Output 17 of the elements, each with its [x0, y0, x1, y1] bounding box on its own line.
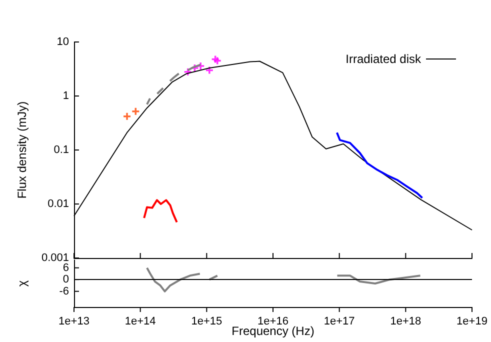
y-tick-label: 0.01: [48, 198, 69, 210]
x-tick-label: 1e+15: [191, 316, 222, 328]
x-tick-label: 1e+17: [324, 316, 355, 328]
x-tick-label: 1e+18: [390, 316, 422, 328]
y-tick-label: -6: [59, 285, 69, 298]
y-tick-label: 0: [62, 274, 69, 286]
y-tick-label: 0.001: [41, 252, 69, 264]
y-tick-label: 6: [62, 262, 69, 274]
y-tick-label: 0.1: [54, 144, 69, 156]
x-tick-label: 1e+19: [456, 316, 488, 328]
y-axis-title: Flux density (mJy): [15, 101, 29, 199]
y-axis-title: χ: [15, 280, 29, 287]
y-tick-label: 1: [62, 90, 69, 102]
y-tick-label: 10: [56, 36, 69, 48]
x-tick-label: 1e+14: [124, 316, 156, 328]
legend-label: Irradiated disk: [346, 52, 422, 66]
x-tick-label: 1e+13: [58, 316, 90, 328]
